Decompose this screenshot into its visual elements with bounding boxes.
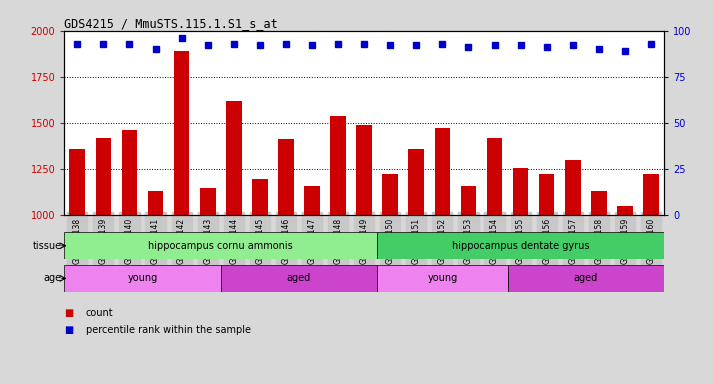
Bar <box>408 149 424 215</box>
Bar <box>565 160 580 215</box>
Bar <box>377 232 664 259</box>
Text: tissue: tissue <box>33 241 61 251</box>
Bar <box>539 174 555 215</box>
Text: GDS4215 / MmuSTS.115.1.S1_s_at: GDS4215 / MmuSTS.115.1.S1_s_at <box>64 17 278 30</box>
Bar <box>96 137 111 215</box>
Bar <box>121 130 137 215</box>
Bar <box>377 265 508 292</box>
Bar <box>591 191 607 215</box>
Bar <box>461 185 476 215</box>
Bar <box>221 265 377 292</box>
Bar <box>356 125 372 215</box>
Bar <box>64 232 377 259</box>
Bar <box>513 168 528 215</box>
Text: ■: ■ <box>64 308 74 318</box>
Bar <box>200 188 216 215</box>
Text: young: young <box>127 273 158 283</box>
Bar <box>278 139 293 215</box>
Bar <box>331 116 346 215</box>
Bar <box>252 179 268 215</box>
Bar <box>304 185 320 215</box>
Bar <box>435 128 451 215</box>
Bar <box>617 206 633 215</box>
Text: aged: aged <box>287 273 311 283</box>
Bar <box>148 191 164 215</box>
Text: age: age <box>44 273 61 283</box>
Text: count: count <box>86 308 114 318</box>
Text: hippocampus dentate gyrus: hippocampus dentate gyrus <box>452 241 589 251</box>
Text: hippocampus cornu ammonis: hippocampus cornu ammonis <box>149 241 293 251</box>
Text: ■: ■ <box>64 325 74 335</box>
Bar <box>64 265 221 292</box>
Bar <box>174 51 189 215</box>
Text: young: young <box>427 273 458 283</box>
Bar <box>643 174 659 215</box>
Bar <box>487 137 503 215</box>
Text: aged: aged <box>573 273 598 283</box>
Bar <box>508 265 664 292</box>
Text: percentile rank within the sample: percentile rank within the sample <box>86 325 251 335</box>
Bar <box>383 174 398 215</box>
Bar <box>69 149 85 215</box>
Bar <box>226 101 241 215</box>
